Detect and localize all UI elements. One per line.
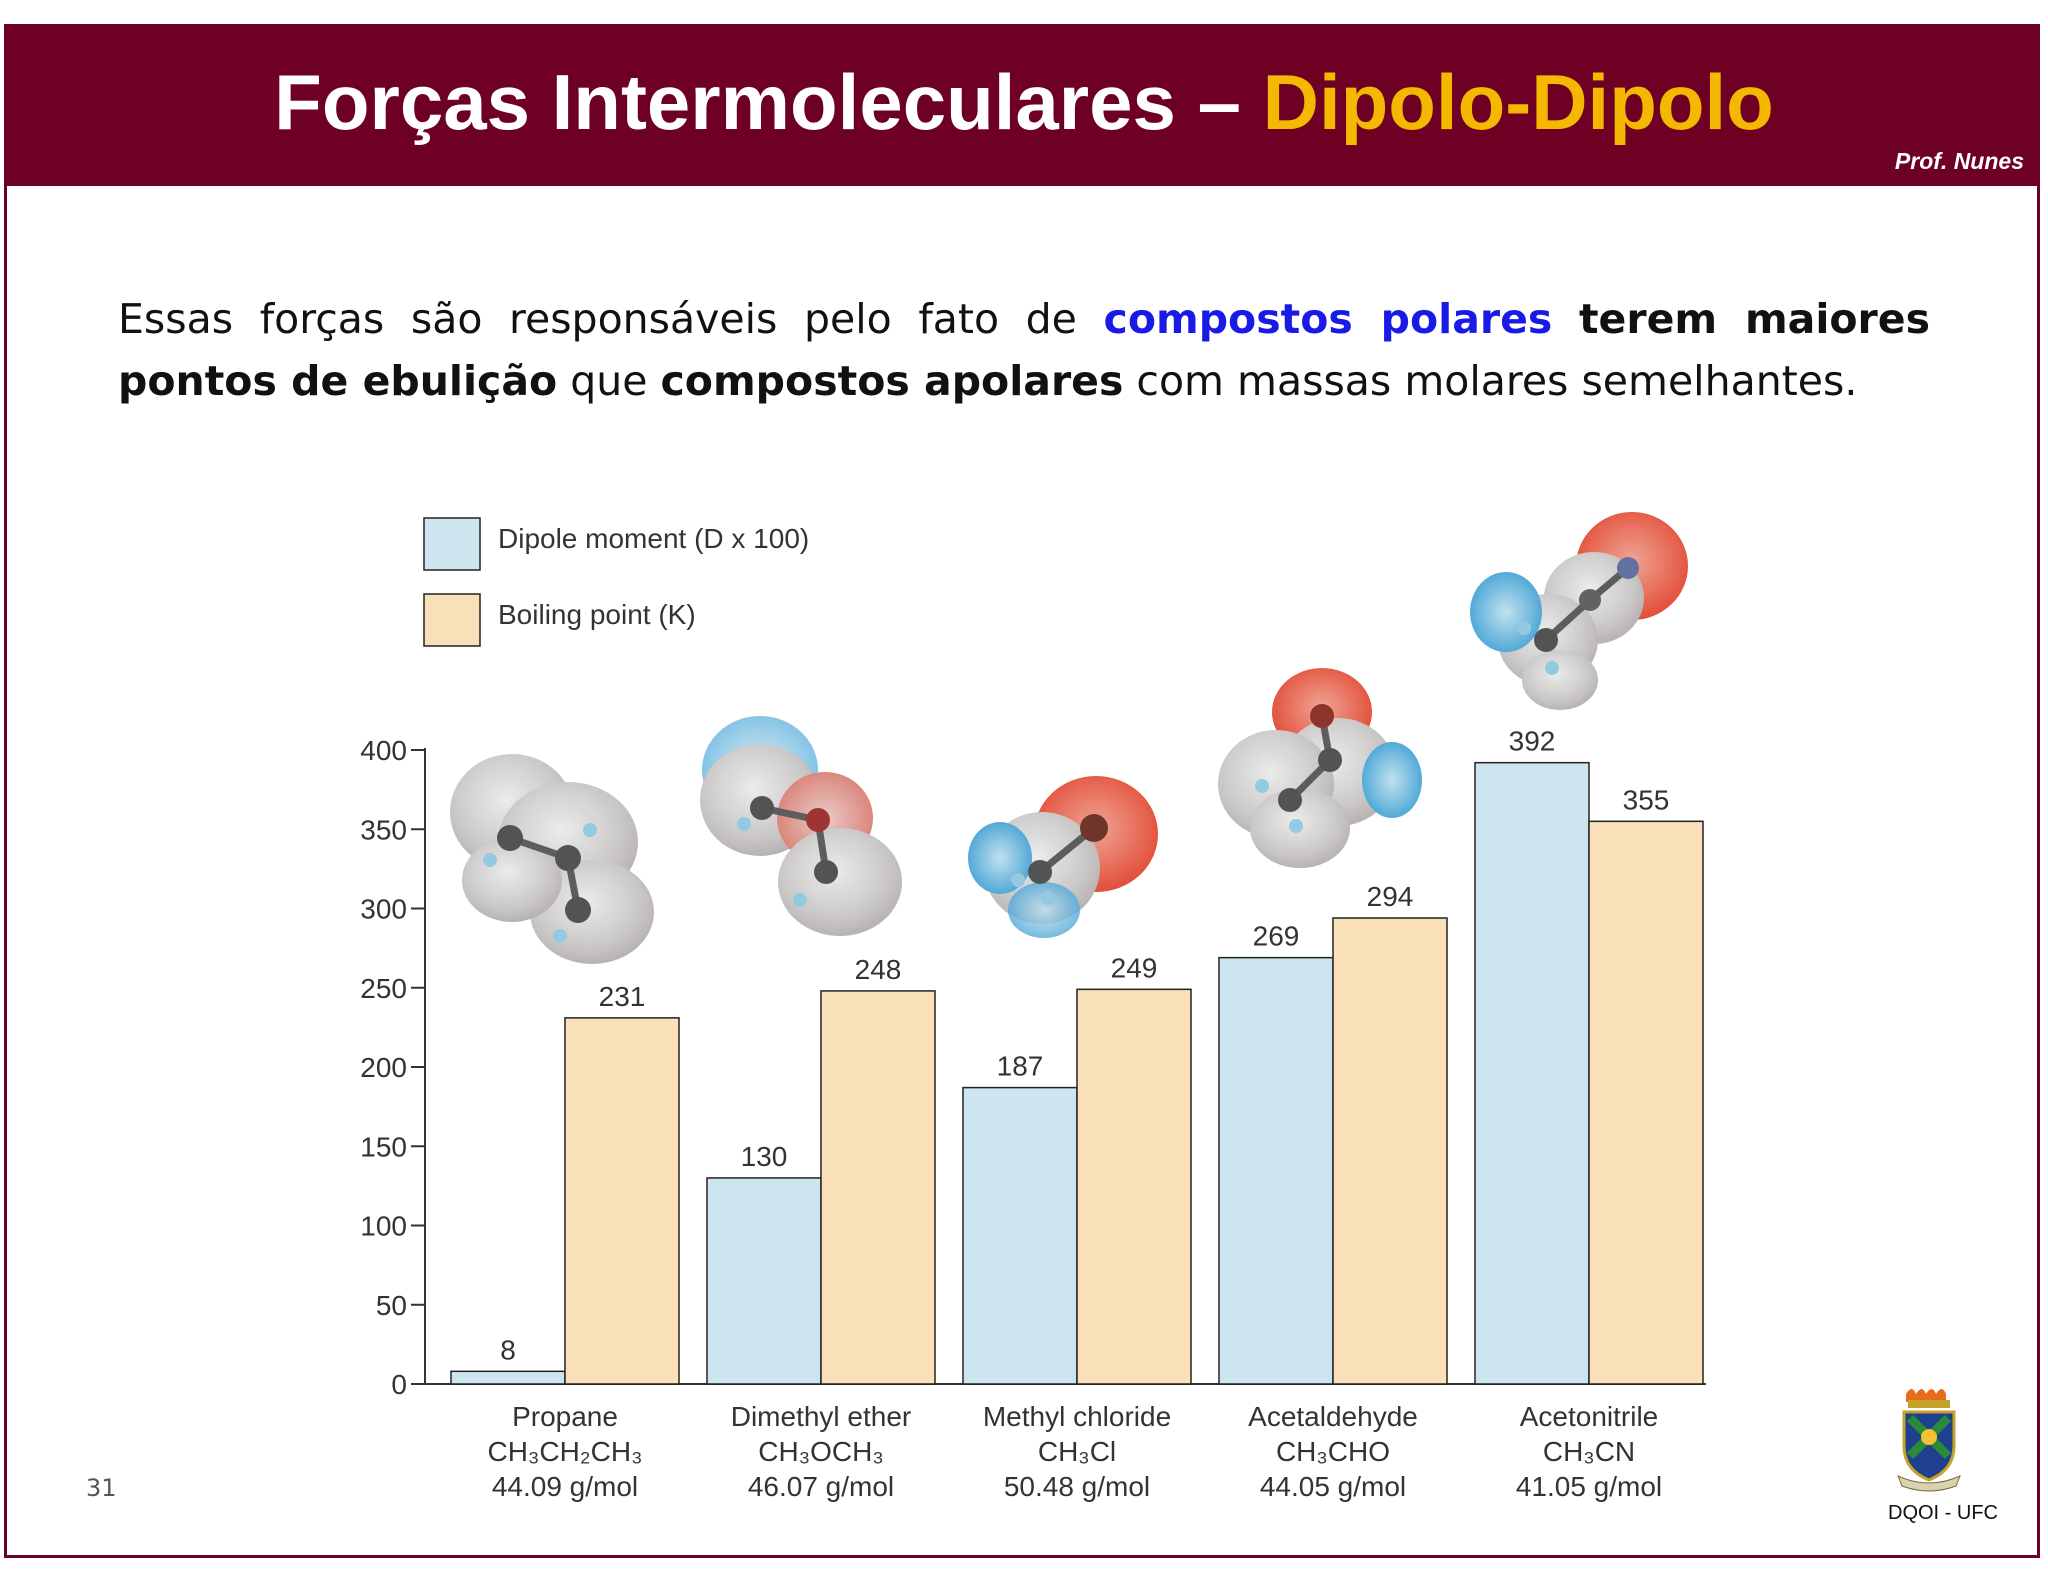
intro-paragraph: Essas forças são responsáveis pelo fato …	[118, 288, 1930, 412]
slide-title: Forças Intermoleculares – Dipolo-Dipolo	[0, 52, 2048, 152]
dipole-value-label: 269	[1253, 921, 1300, 952]
category-mass-label: 44.05 g/mol	[1260, 1471, 1406, 1502]
methyl-chloride-model	[968, 776, 1158, 938]
boiling-value-label: 231	[599, 981, 646, 1012]
category-formula-label: CH₃CN	[1543, 1436, 1635, 1467]
boiling-bar	[1332, 917, 1448, 1385]
title-main: Forças Intermoleculares –	[274, 58, 1263, 146]
dipole-bar	[1218, 956, 1334, 1385]
dipole-legend-label: Dipole moment (D x 100)	[498, 523, 809, 554]
category-formula-label: CH₃CH₂CH₃	[488, 1436, 643, 1467]
boiling-legend-label: Boiling point (K)	[498, 599, 696, 630]
dipole-value-label: 187	[997, 1051, 1044, 1082]
intro-part-5: que	[557, 357, 661, 405]
acetaldehyde-model	[1218, 668, 1422, 868]
dipole-value-label: 392	[1509, 726, 1556, 757]
dipole-bar	[450, 1370, 566, 1385]
title-accent: Dipolo-Dipolo	[1262, 58, 1774, 146]
category-name-label: Dimethyl ether	[731, 1401, 912, 1432]
author-label: Prof. Nunes	[1894, 148, 2024, 174]
category-mass-label: 46.07 g/mol	[748, 1471, 894, 1502]
y-tick-label: 150	[360, 1131, 407, 1162]
boiling-legend-swatch	[423, 593, 481, 647]
category-mass-label: 41.05 g/mol	[1516, 1471, 1662, 1502]
chart-legend: Dipole moment (D x 100) Boiling point (K)	[423, 517, 809, 647]
y-tick-label: 250	[360, 973, 407, 1004]
category-mass-label: 50.48 g/mol	[1004, 1471, 1150, 1502]
boiling-value-label: 249	[1111, 952, 1158, 983]
molecule-models	[450, 512, 1688, 964]
category-formula-label: CH₃Cl	[1038, 1436, 1116, 1467]
category-formula-label: CH₃OCH₃	[758, 1436, 883, 1467]
page-number: 31	[86, 1474, 117, 1502]
intro-part-1: Essas forças são responsáveis pelo fato …	[118, 295, 1104, 343]
y-tick-label: 50	[376, 1290, 407, 1321]
boiling-value-label: 294	[1367, 881, 1414, 912]
category-name-label: Acetaldehyde	[1248, 1401, 1418, 1432]
boiling-value-label: 248	[855, 954, 902, 985]
boiling-bar	[564, 1017, 680, 1385]
y-tick-label: 0	[391, 1369, 407, 1400]
dipole-bar	[1474, 761, 1590, 1385]
dipole-value-label: 130	[741, 1141, 788, 1172]
acetonitrile-model	[1470, 512, 1688, 710]
category-mass-label: 44.09 g/mol	[492, 1471, 638, 1502]
footer-label: DQOI - UFC	[1888, 1502, 1998, 1524]
boiling-bar	[820, 990, 936, 1385]
y-tick-label: 400	[360, 735, 407, 766]
chart-labels: 8 231 Propane CH₃CH₂CH₃ 44.09 g/mol 130 248 Dim…	[488, 726, 1670, 1502]
intro-higher-boiling: terem maiores pontos de ebulição	[118, 295, 1930, 405]
category-name-label: Methyl chloride	[983, 1401, 1171, 1432]
category-formula-label: CH₃CHO	[1276, 1436, 1390, 1467]
intro-apolar-compounds: compostos apolares	[660, 357, 1124, 405]
boiling-bar	[1076, 988, 1192, 1385]
category-name-label: Acetonitrile	[1520, 1401, 1659, 1432]
category-name-label: Propane	[512, 1401, 618, 1432]
dipole-bar	[962, 1086, 1078, 1385]
y-tick-label: 300	[360, 894, 407, 925]
intro-part-7: com massas molares semelhantes.	[1123, 357, 1858, 405]
intro-polar-compounds: compostos polares	[1103, 295, 1553, 343]
dipole-value-label: 8	[500, 1334, 516, 1365]
y-tick-label: 350	[360, 814, 407, 845]
dipole-bar	[706, 1177, 822, 1385]
propane-model	[450, 754, 654, 964]
boiling-bar	[1588, 820, 1704, 1385]
y-tick-label: 200	[360, 1052, 407, 1083]
y-tick-label: 100	[360, 1211, 407, 1242]
dipole-legend-swatch	[423, 517, 481, 571]
slide-header	[4, 24, 2040, 186]
university-crest-icon	[1897, 1389, 1961, 1492]
dimethyl-ether-model	[700, 716, 902, 936]
chart-bars	[450, 761, 1704, 1385]
boiling-value-label: 355	[1623, 784, 1670, 815]
